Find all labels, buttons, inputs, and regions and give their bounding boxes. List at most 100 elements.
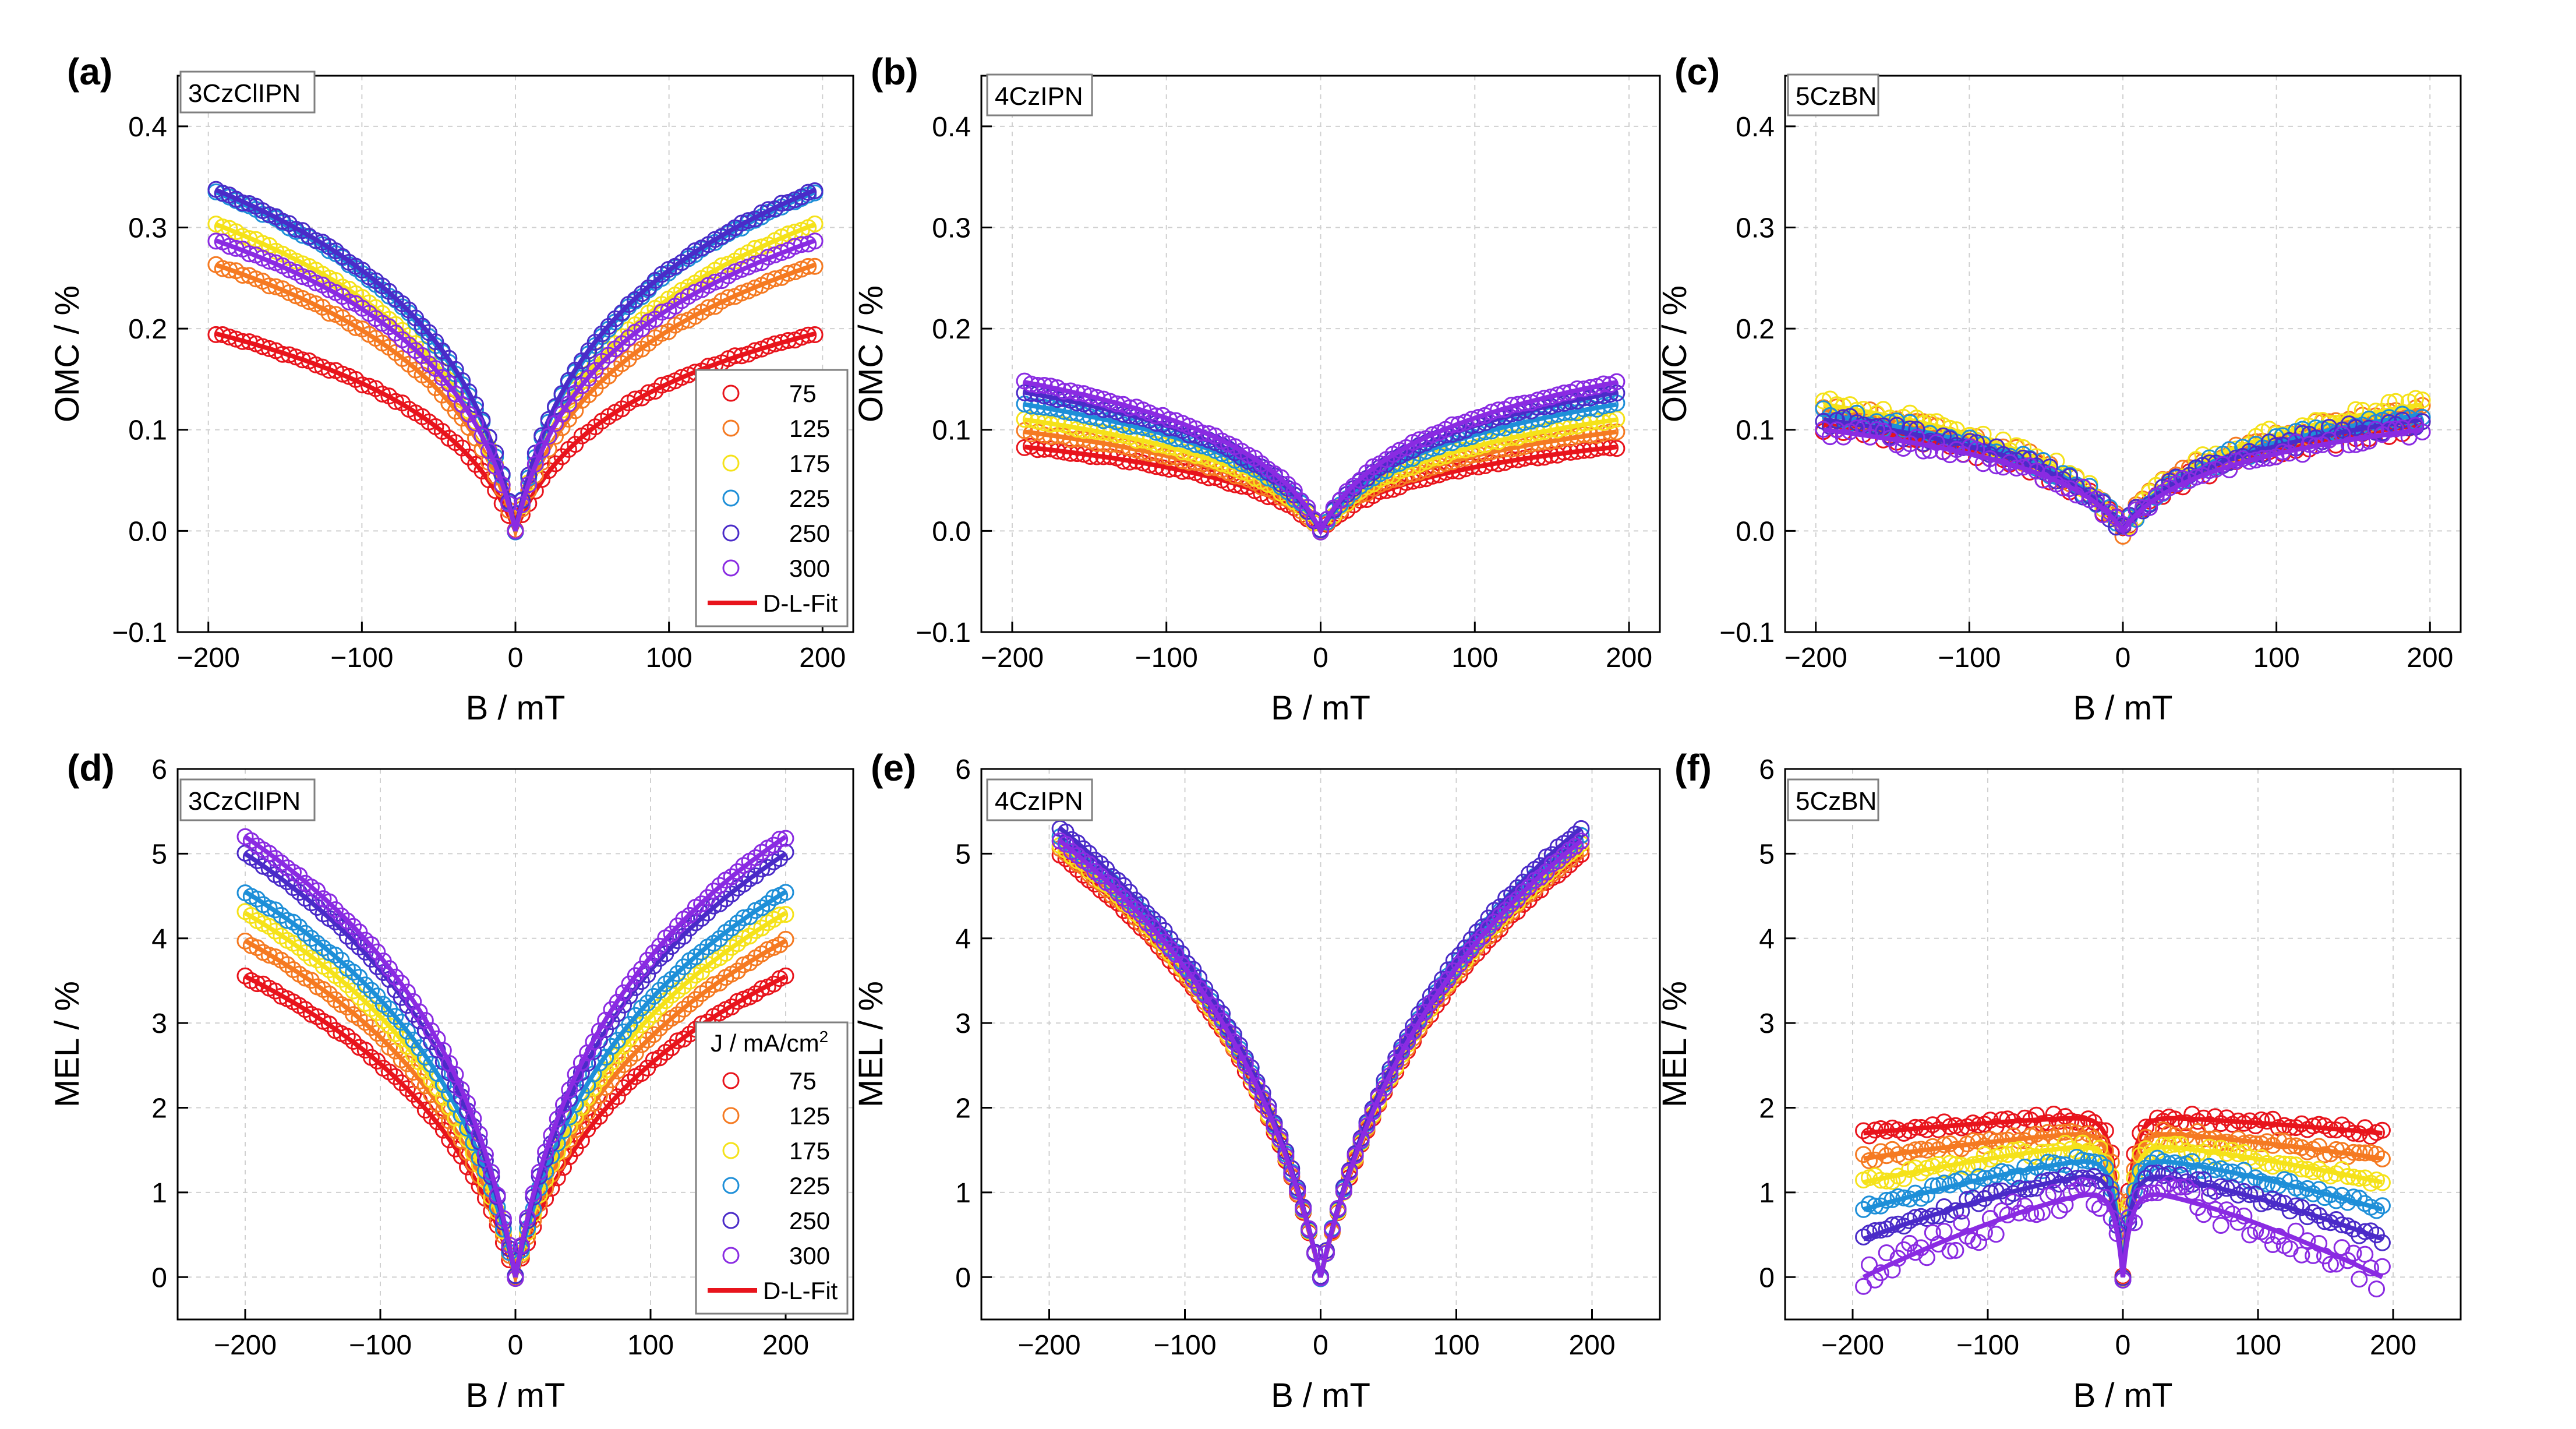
data-point <box>747 849 764 866</box>
data-point <box>699 889 716 906</box>
data-point <box>345 1033 362 1050</box>
data-point <box>1964 1190 1982 1206</box>
data-point <box>1549 852 1567 870</box>
data-point <box>1358 1117 1376 1135</box>
data-point <box>1225 1033 1242 1050</box>
data-point <box>1279 476 1296 493</box>
data-point <box>393 1014 410 1031</box>
data-point <box>1109 884 1127 902</box>
data-point <box>2247 1117 2264 1134</box>
y-tick-label: 1 <box>151 1178 167 1209</box>
x-tick-label: −100 <box>349 1330 412 1361</box>
x-axis-label: B / mT <box>2073 1377 2173 1414</box>
data-point <box>487 458 504 475</box>
data-point <box>2373 1258 2391 1275</box>
data-point <box>387 1008 404 1025</box>
data-point <box>1959 1191 1976 1208</box>
data-point <box>759 859 776 876</box>
x-tick-label: −200 <box>1017 1330 1080 1361</box>
data-point <box>2039 1153 2056 1171</box>
data-point <box>1364 1103 1381 1121</box>
data-point <box>651 1049 668 1067</box>
y-tick-label: 6 <box>1759 754 1775 785</box>
data-point <box>639 1031 656 1049</box>
data-point <box>2387 420 2404 437</box>
data-point <box>381 960 398 978</box>
x-tick-label: 200 <box>2370 1330 2416 1361</box>
data-point <box>2333 1116 2351 1134</box>
data-point <box>2134 499 2151 517</box>
data-point <box>615 1056 632 1074</box>
data-point <box>2333 1216 2351 1234</box>
data-point <box>1138 914 1156 932</box>
series-300 <box>1051 832 1590 1287</box>
data-point <box>327 913 344 930</box>
data-point <box>806 215 824 232</box>
data-point <box>1451 955 1468 973</box>
data-point <box>723 998 740 1015</box>
data-point <box>398 1080 416 1098</box>
data-point <box>320 985 338 1003</box>
data-point <box>675 1000 692 1018</box>
data-point <box>651 998 668 1015</box>
data-point <box>369 943 386 961</box>
x-tick-label: 200 <box>2407 643 2453 673</box>
data-point <box>2178 1114 2195 1131</box>
series-125 <box>207 256 824 541</box>
data-point <box>2368 1202 2385 1219</box>
x-axis-label: B / mT <box>1271 1377 1370 1414</box>
sample-box <box>179 70 316 114</box>
data-point <box>1086 863 1104 880</box>
data-point <box>1976 1146 1993 1163</box>
data-point <box>1092 867 1109 885</box>
plot-frame <box>980 75 1661 633</box>
x-tick-label: −200 <box>214 1330 277 1361</box>
fit-line <box>1823 427 2423 535</box>
data-point <box>1399 1033 1416 1051</box>
data-point <box>1196 986 1214 1004</box>
x-axis-label: B / mT <box>2073 689 2173 727</box>
data-point <box>356 976 374 994</box>
data-point <box>2028 1125 2045 1143</box>
data-point <box>669 1006 686 1024</box>
y-axis-label: MEL / % <box>1656 981 1694 1107</box>
data-point <box>327 901 344 919</box>
data-point <box>711 877 729 894</box>
legend-marker <box>722 1072 740 1089</box>
x-tick-label: −100 <box>1153 1330 1216 1361</box>
data-point <box>533 441 551 458</box>
series-300 <box>1855 1175 2391 1298</box>
data-point <box>405 993 422 1010</box>
legend-marker <box>722 1107 740 1124</box>
data-point <box>465 1110 482 1127</box>
fit-line <box>215 238 816 532</box>
data-point <box>242 832 260 849</box>
sample-name: 4CzIPN <box>995 82 1083 111</box>
data-point <box>2373 1234 2391 1251</box>
x-tick-label: 0 <box>1313 643 1328 673</box>
x-tick-label: 100 <box>646 643 692 673</box>
x-tick-label: 0 <box>1313 1330 1328 1361</box>
data-point <box>1439 971 1457 988</box>
panel-e: −200 −100 0 100 200 0 1 2 3 4 5 6 B / mT MEL / % (e) 4C… <box>852 747 1661 1414</box>
data-point <box>381 1063 398 1081</box>
data-point <box>1855 1278 1872 1295</box>
sample-tag: 3CzClIPN <box>179 778 316 821</box>
legend-fit-label: D-L-Fit <box>763 590 838 617</box>
data-point <box>681 919 698 937</box>
data-point <box>345 964 362 981</box>
data-point <box>2212 1139 2229 1157</box>
sample-name: 3CzClIPN <box>188 787 301 816</box>
y-tick-label: 0.2 <box>1736 314 1775 345</box>
data-point <box>681 996 698 1013</box>
y-tick-label: 0.3 <box>1736 213 1775 244</box>
data-point <box>309 934 326 952</box>
data-point <box>1167 945 1185 963</box>
data-point <box>746 255 764 273</box>
sample-box <box>179 778 316 821</box>
fit-line <box>1024 380 1617 537</box>
y-tick-label: 0.3 <box>932 213 971 244</box>
data-point <box>287 221 305 238</box>
data-point <box>693 943 711 961</box>
